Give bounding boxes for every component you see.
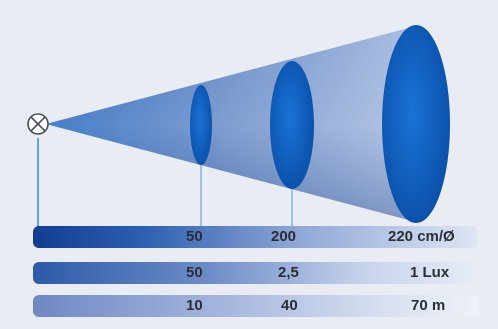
distance-value-2: 40 <box>281 297 298 314</box>
distance-value-1: 10 <box>186 297 203 314</box>
beam-cross-section-small <box>190 85 212 165</box>
diameter-bar <box>33 226 478 248</box>
distance-bar <box>33 295 478 317</box>
diameter-value-3: 220 cm/Ø <box>388 228 455 245</box>
illuminance-bar <box>33 262 478 284</box>
beam-cross-section-medium <box>270 61 314 189</box>
distance-value-3: 70 m <box>411 297 446 314</box>
illuminance-value-3: 1 Lux <box>410 264 450 281</box>
light-source-icon <box>27 113 49 135</box>
diameter-value-1: 50 <box>186 228 203 245</box>
beam-cross-section-large <box>382 25 450 223</box>
illuminance-value-2: 2,5 <box>278 264 299 281</box>
light-beam-shading <box>46 26 416 222</box>
diameter-value-2: 200 <box>271 228 297 245</box>
illuminance-value-1: 50 <box>186 264 203 281</box>
